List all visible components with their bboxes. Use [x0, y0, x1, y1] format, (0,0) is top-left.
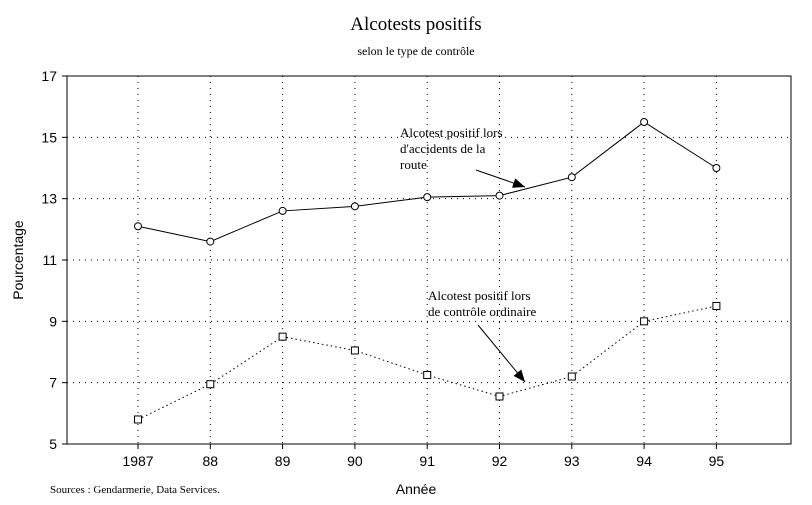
- y-tick-label: 7: [49, 375, 57, 391]
- x-axis-label: Année: [396, 481, 437, 497]
- source-note: Sources : Gendarmerie, Data Services.: [50, 484, 220, 496]
- x-tick-label: 90: [347, 453, 363, 469]
- x-tick-label: 89: [275, 453, 291, 469]
- series-label-2: Alcotest positif lors de contrôle ordinai…: [428, 288, 537, 383]
- x-axis: 1987 88 89 90 91 92 93 94 95: [122, 444, 724, 469]
- y-tick-label: 11: [42, 252, 57, 268]
- series-label-text: Alcotest positif lors d'accidents de la ro…: [400, 125, 503, 172]
- data-point: [567, 372, 576, 381]
- y-tick-label: 5: [49, 436, 57, 452]
- data-point: [423, 371, 432, 379]
- x-tick-label: 95: [709, 453, 725, 469]
- series-label-line: Alcotest positif lors: [400, 125, 503, 140]
- data-point: [640, 118, 649, 126]
- data-point: [134, 222, 142, 231]
- arrow-line: [477, 324, 526, 383]
- chart-title: Alcotests positifs: [350, 14, 481, 35]
- chart-subtitle: selon le type de contrôle: [357, 44, 474, 58]
- data-point: [206, 380, 215, 389]
- data-point: [640, 317, 649, 326]
- data-point: [206, 237, 215, 246]
- data-point: [278, 206, 287, 215]
- series-label-line: d'accidents de la: [400, 141, 486, 156]
- data-point: [278, 332, 287, 341]
- y-tick-label: 17: [41, 68, 57, 84]
- data-point: [423, 193, 432, 202]
- series-label-line: de contrôle ordinaire: [428, 304, 537, 319]
- series-label-line: route: [400, 157, 427, 172]
- series-label-line: Alcotest positif lors: [428, 288, 531, 303]
- data-point: [134, 415, 142, 424]
- y-tick-label: 13: [41, 191, 57, 207]
- arrow-head: [513, 369, 525, 382]
- x-tick-label: 93: [564, 453, 580, 469]
- x-tick-label: 1987: [122, 453, 153, 469]
- data-point: [495, 191, 504, 200]
- x-tick-label: 88: [203, 453, 219, 469]
- y-axis: 5 7 9 11 13 15 17: [41, 68, 67, 452]
- x-tick-label: 92: [492, 453, 508, 469]
- y-tick-label: 15: [41, 129, 57, 145]
- x-tick-label: 91: [419, 453, 435, 469]
- annotations: Alcotest positif lors d'accidents de la ro…: [400, 125, 537, 383]
- y-tick-label: 9: [49, 313, 57, 329]
- arrow-head: [512, 178, 525, 188]
- series-group: [134, 118, 721, 424]
- series-label-text: Alcotest positif lors de contrôle ordinai…: [428, 288, 537, 319]
- data-point: [350, 202, 359, 211]
- data-point: [567, 173, 576, 182]
- data-point: [495, 392, 504, 401]
- data-point: [712, 164, 721, 172]
- data-point: [712, 302, 721, 310]
- x-tick-label: 94: [636, 453, 652, 469]
- series-line-2: [137, 305, 717, 420]
- series-label-1: Alcotest positif lors d'accidents de la ro…: [400, 125, 526, 188]
- y-axis-label: Pourcentage: [10, 220, 26, 300]
- data-point: [350, 346, 359, 355]
